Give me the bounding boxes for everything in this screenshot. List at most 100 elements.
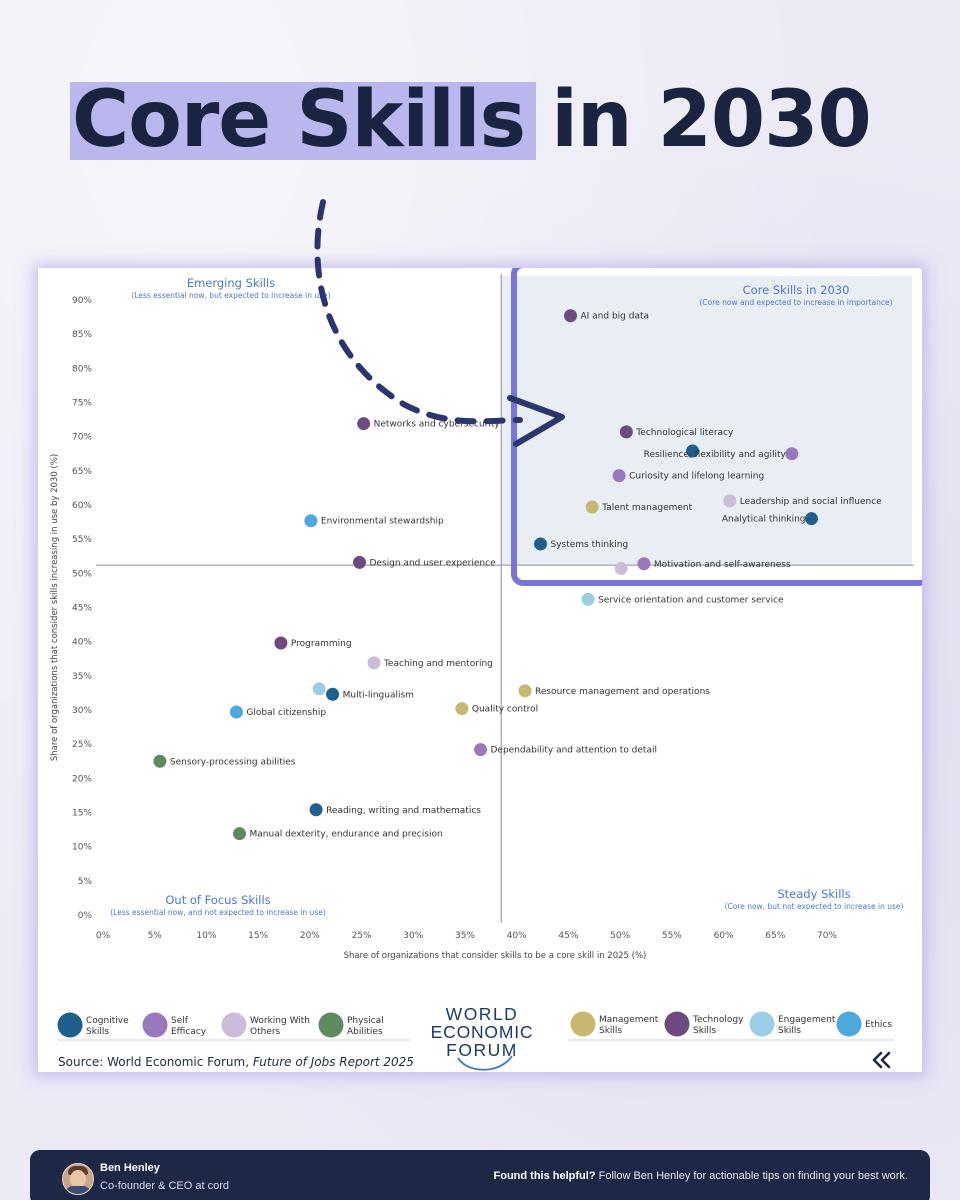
y-tick-label: 45% <box>72 604 92 614</box>
legend-marker <box>142 1012 168 1038</box>
data-point-label: Sensory-processing abilities <box>170 757 296 767</box>
data-point <box>474 743 488 757</box>
author-footer: Ben Henley Co-founder & CEO at cord Foun… <box>30 1150 930 1200</box>
y-tick-label: 10% <box>72 843 92 853</box>
quadrant-subtitle: (Core now, but not expected to increase … <box>725 902 904 911</box>
y-tick-label: 65% <box>72 467 92 477</box>
legend-marker <box>749 1011 775 1037</box>
data-point <box>686 444 700 458</box>
data-point <box>233 827 247 841</box>
data-point-label: Quality control <box>472 705 538 715</box>
title-highlight <box>70 82 536 160</box>
x-tick-label: 55% <box>662 931 682 941</box>
x-tick-label: 45% <box>558 931 578 941</box>
legend-label: Physical <box>347 1016 384 1026</box>
cta-text: Follow Ben Henley for actionable tips on… <box>595 1170 908 1182</box>
x-tick-label: 10% <box>196 931 216 941</box>
data-point <box>612 469 626 483</box>
x-tick-label: 15% <box>248 931 268 941</box>
legend-label: Skills <box>599 1026 622 1036</box>
legend-label: Cognitive <box>86 1016 129 1026</box>
data-point-label: Global citizenship <box>246 708 326 718</box>
data-point-label: Motivation and self-awareness <box>654 560 791 570</box>
double-chevron-left-icon[interactable] <box>872 1051 891 1069</box>
title-highlighted-text: Core Skills <box>72 75 526 165</box>
legend-label: Skills <box>693 1026 716 1036</box>
data-point <box>304 514 318 528</box>
wef-logo-line: FORUM <box>446 1040 518 1060</box>
x-tick-label: 5% <box>148 931 163 941</box>
data-point-label: Networks and cybersecurity <box>374 420 501 430</box>
data-point-label: Talent management <box>601 503 692 513</box>
author-name: Ben Henley <box>100 1162 160 1174</box>
y-tick-label: 5% <box>78 877 93 887</box>
data-point-label: Service orientation and customer service <box>598 595 784 605</box>
chart-card: 0% 5% 10% 15% 20% 25% 30% 35% 40% 45% 50% 55% 60% 65%… <box>38 268 922 1072</box>
legend-label: Others <box>250 1027 281 1037</box>
legend-label: Efficacy <box>171 1027 207 1037</box>
data-point <box>723 494 737 508</box>
legend-marker <box>57 1012 83 1038</box>
wef-logo-line: WORLD <box>446 1004 519 1024</box>
data-point <box>581 592 595 606</box>
data-point <box>229 705 243 719</box>
data-point <box>785 447 799 461</box>
source-report: Future of Jobs Report 2025 <box>253 1055 414 1069</box>
data-point-label: Resource management and operations <box>535 687 710 697</box>
avatar[interactable] <box>62 1163 94 1195</box>
x-tick-label: 50% <box>610 931 630 941</box>
y-tick-label: 20% <box>72 774 92 784</box>
y-tick-label: 80% <box>72 364 92 374</box>
data-point-label: Teaching and mentoring <box>383 659 493 669</box>
data-point <box>804 512 818 526</box>
page-title: Core Skills in 2030 <box>70 70 872 170</box>
scatter-chart: 0% 5% 10% 15% 20% 25% 30% 35% 40% 45% 50% 55% 60% 65%… <box>50 268 922 1071</box>
data-point <box>637 557 651 571</box>
y-tick-label: 50% <box>72 569 92 579</box>
data-point-label: Programming <box>291 639 352 649</box>
data-point <box>326 687 340 701</box>
legend-label: Skills <box>778 1026 801 1036</box>
legend-marker <box>570 1011 596 1037</box>
quadrant-title: Core Skills in 2030 <box>743 283 850 297</box>
legend-label: Skills <box>86 1027 109 1037</box>
data-point-label: Leadership and social influence <box>740 497 882 507</box>
legend-label: Abilities <box>347 1027 383 1037</box>
data-point-label: Systems thinking <box>551 540 629 550</box>
data-point <box>455 702 469 716</box>
y-tick-label: 15% <box>72 809 92 819</box>
data-point-label: Technological literacy <box>635 428 734 438</box>
title-rest-text: in 2030 <box>525 75 872 165</box>
data-point <box>274 636 288 650</box>
legend-label: Working With <box>250 1016 310 1026</box>
data-point-label: Resilience, flexibility and agility <box>644 450 787 460</box>
data-point <box>619 425 633 439</box>
data-point-label: Dependability and attention to detail <box>491 746 657 756</box>
quadrant-subtitle: (Less essential now, but expected to inc… <box>131 291 330 300</box>
data-point-label: Reading, writing and mathematics <box>326 806 481 816</box>
call-to-action: Found this helpful? Follow Ben Henley fo… <box>494 1170 909 1182</box>
wef-logo-arc <box>457 1055 513 1071</box>
x-tick-label: 65% <box>765 931 785 941</box>
y-tick-label: 75% <box>72 399 92 409</box>
y-tick-label: 60% <box>72 501 92 511</box>
data-point-label: Design and user experience <box>370 558 497 568</box>
x-axis-label: Share of organizations that consider ski… <box>344 951 647 961</box>
legend-label: Engagement <box>778 1015 836 1025</box>
author-role: Co-founder & CEO at cord <box>100 1180 230 1192</box>
y-tick-label: 30% <box>72 706 92 716</box>
quadrant-subtitle: (Core now and expected to increase in im… <box>699 298 892 307</box>
x-tick-label: 70% <box>817 931 837 941</box>
data-point-label: Environmental stewardship <box>321 517 444 527</box>
wef-logo-line: ECONOMIC <box>431 1022 534 1042</box>
data-point <box>357 417 371 431</box>
data-point <box>367 656 381 670</box>
x-tick-label: 25% <box>352 931 372 941</box>
y-tick-label: 70% <box>72 433 92 443</box>
quadrant-subtitle: (Less essential now, and not expected to… <box>110 908 326 917</box>
x-tick-label: 0% <box>96 931 111 941</box>
core-quadrant-shading <box>501 276 912 566</box>
data-point <box>312 682 326 696</box>
data-point-label: Curiosity and lifelong learning <box>629 472 764 482</box>
y-tick-label: 0% <box>78 911 93 921</box>
